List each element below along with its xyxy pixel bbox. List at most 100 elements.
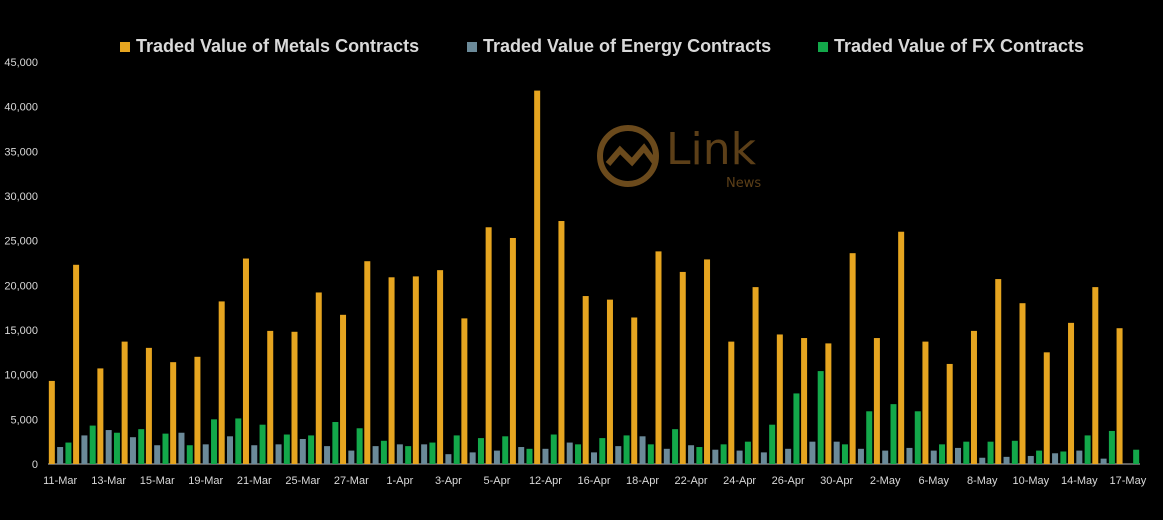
bar-metals (825, 343, 832, 464)
legend-swatch-metals (120, 41, 130, 52)
bar-fx (599, 438, 606, 464)
bar-energy (493, 450, 500, 464)
bar-energy (833, 441, 840, 464)
y-tick-label: 5,000 (10, 414, 38, 426)
bar-metals (995, 279, 1002, 464)
x-tick-label: 21-Mar (237, 475, 272, 487)
bar-energy (129, 437, 136, 464)
legend-label-fx: Traded Value of FX Contracts (834, 36, 1085, 56)
y-tick-label: 20,000 (4, 280, 38, 292)
bar-metals (655, 251, 662, 464)
bar-metals (946, 363, 953, 464)
bar-energy (639, 436, 646, 464)
bar-fx (866, 411, 873, 464)
bar-energy (348, 450, 355, 464)
x-tick-label: 22-Apr (675, 475, 708, 487)
bar-fx (502, 436, 509, 464)
legend-item-energy: Traded Value of Energy Contracts (467, 36, 771, 57)
bar-energy (688, 445, 695, 464)
bar-fx (138, 429, 145, 464)
bar-metals (704, 259, 711, 464)
y-tick-label: 30,000 (4, 191, 38, 203)
bar-energy (105, 430, 112, 464)
x-tick-label: 2-May (870, 475, 901, 487)
x-tick-label: 14-May (1061, 475, 1098, 487)
x-tick-label: 8-May (967, 475, 998, 487)
bar-metals (582, 296, 589, 464)
bar-fx (939, 444, 946, 464)
x-tick-label: 30-Apr (820, 475, 853, 487)
bar-metals (776, 334, 783, 464)
y-tick-label: 40,000 (4, 102, 38, 114)
bar-fx (890, 404, 897, 464)
bar-fx (113, 432, 120, 464)
bar-energy (275, 444, 282, 464)
bar-fx (1084, 435, 1091, 464)
bar-energy (1076, 450, 1083, 464)
x-tick-label: 11-Mar (43, 475, 77, 487)
y-tick-label: 0 (32, 459, 38, 471)
chart-legend: Traded Value of Metals Contracts Traded … (0, 36, 1163, 60)
y-tick-label: 45,000 (4, 57, 38, 69)
bar-energy (566, 442, 573, 464)
bar-fx (259, 424, 266, 464)
bar-energy (469, 452, 476, 464)
bar-metals (170, 362, 177, 464)
bar-energy (1027, 455, 1034, 464)
bar-energy (955, 447, 961, 464)
bar-metals (849, 253, 856, 464)
bar-energy (299, 438, 306, 464)
bar-fx (162, 433, 169, 464)
legend-label-energy: Traded Value of Energy Contracts (483, 36, 772, 56)
bar-fx (744, 441, 751, 464)
bar-fx (623, 435, 630, 464)
x-tick-label: 5-Apr (483, 475, 510, 487)
bar-metals (291, 331, 298, 464)
bar-metals (873, 338, 880, 464)
bar-metals (364, 261, 371, 464)
bar-energy (663, 448, 670, 464)
legend-item-fx: Traded Value of FX Contracts (818, 36, 1084, 57)
bar-fx (914, 411, 921, 464)
bar-energy (202, 444, 209, 464)
y-tick-label: 10,000 (4, 370, 38, 382)
bar-energy (372, 446, 379, 464)
bar-fx (405, 446, 412, 464)
bar-energy (809, 441, 816, 464)
bar-energy (591, 452, 597, 464)
bar-fx (308, 435, 315, 464)
bar-energy (396, 444, 403, 464)
y-tick-label: 25,000 (4, 236, 38, 248)
bar-energy (930, 450, 937, 464)
bar-metals (267, 330, 274, 464)
bar-fx (283, 434, 290, 464)
link-news-watermark: Link News (594, 118, 794, 198)
bar-fx (672, 429, 679, 464)
bar-metals (922, 341, 929, 464)
bar-metals (1092, 287, 1099, 464)
watermark-brand: Link (666, 124, 757, 175)
bar-metals (534, 90, 541, 464)
legend-item-metals: Traded Value of Metals Contracts (120, 36, 419, 57)
bar-metals (194, 356, 201, 464)
bar-energy (1003, 456, 1010, 464)
legend-swatch-energy (467, 41, 477, 52)
x-tick-label: 15-Mar (140, 475, 175, 487)
x-tick-label: 17-May (1110, 475, 1147, 487)
bar-metals (485, 227, 492, 464)
bar-metals (1116, 328, 1123, 464)
x-tick-label: 16-Apr (577, 475, 610, 487)
bar-fx (477, 438, 484, 464)
bar-metals (1019, 303, 1026, 464)
bar-energy (1052, 453, 1059, 464)
x-tick-label: 6-May (918, 475, 949, 487)
legend-swatch-fx (818, 41, 828, 52)
bar-metals (73, 264, 80, 464)
x-tick-label: 10-May (1012, 475, 1049, 487)
y-tick-label: 15,000 (4, 325, 38, 337)
bar-fx (1108, 430, 1115, 464)
bar-fx (793, 393, 800, 464)
bar-energy (178, 432, 185, 464)
bar-energy (421, 444, 428, 464)
